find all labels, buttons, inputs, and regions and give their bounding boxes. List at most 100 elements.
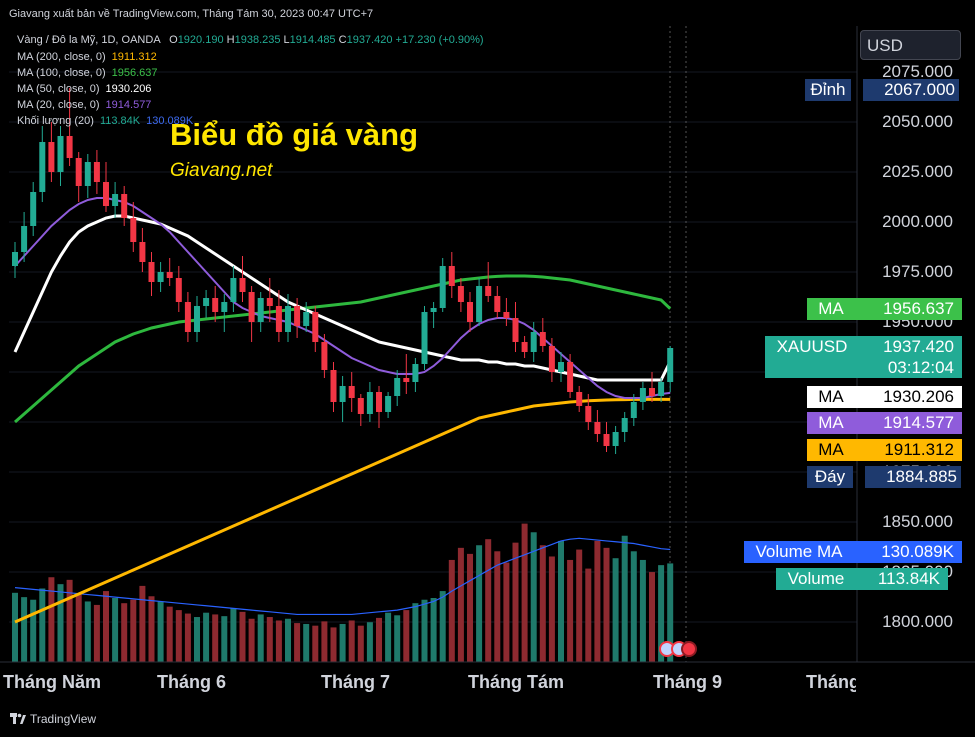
candles <box>12 88 674 454</box>
candle-body <box>212 298 219 312</box>
candle-body <box>421 312 428 364</box>
candle-body <box>166 272 173 278</box>
candle-body <box>194 306 200 332</box>
ohlc-h-label: H <box>226 34 235 46</box>
candle <box>548 338 555 382</box>
candle-body <box>576 392 583 406</box>
candle-body <box>366 392 373 414</box>
candle-body <box>548 346 555 372</box>
tradingview-footer[interactable]: TradingView <box>10 712 96 726</box>
ohlc-l-label: L <box>283 34 290 46</box>
candle-body <box>266 298 273 306</box>
candle <box>376 386 382 428</box>
volume-bar <box>248 618 255 662</box>
volume-ma-line <box>14 537 671 616</box>
us-flag-event-icon[interactable] <box>681 641 697 657</box>
ohlc-open: 1920.190 <box>177 34 224 46</box>
candle-body <box>530 332 537 352</box>
price-tick-label: 2000.000 <box>882 212 953 231</box>
legend-symbol-row[interactable]: Vàng / Đô la Mỹ, 1D, OANDA O1920.190 H19… <box>17 34 484 46</box>
candle-body <box>75 158 82 186</box>
volume-bar <box>385 612 392 662</box>
candle <box>494 286 501 318</box>
time-label-september: Tháng 9 <box>653 672 723 692</box>
candle-body <box>57 136 64 172</box>
candle <box>539 318 546 352</box>
volume-bar <box>649 572 655 662</box>
candle <box>148 252 155 296</box>
time-label-next: Tháng <box>806 672 856 692</box>
volume-bar <box>412 603 419 662</box>
volume-bar <box>630 551 637 662</box>
volume-bar <box>448 559 455 662</box>
volume-bar <box>294 623 301 662</box>
ma20-badge-label: MA <box>818 413 844 432</box>
candle <box>230 266 237 312</box>
legend-ma20[interactable]: MA (20, close, 0) 1914.577 <box>17 99 151 111</box>
volume-bar <box>30 599 37 662</box>
candle-body <box>203 298 210 306</box>
candle-body <box>430 308 437 312</box>
volume-bars <box>12 523 674 662</box>
volume-bar <box>576 549 583 662</box>
volume-bar <box>558 540 564 662</box>
legend-volume-label: Khối lượng (20) <box>17 115 94 127</box>
volume-bar <box>639 559 646 662</box>
candle <box>139 228 146 272</box>
candle-body <box>412 364 419 382</box>
candle-body <box>494 296 501 312</box>
volume-bar <box>376 617 382 662</box>
candle <box>530 322 537 362</box>
candle <box>412 358 419 392</box>
volume-bar <box>121 603 128 662</box>
candle <box>467 292 473 332</box>
candle <box>576 386 583 412</box>
volume-bar <box>175 610 182 662</box>
volume-badge: Volume 113.84K <box>776 568 948 590</box>
legend-ma100-label: MA (100, close, 0) <box>17 67 106 79</box>
candle-body <box>567 362 574 392</box>
ohlc-low: 1914.485 <box>289 34 336 46</box>
candle-body <box>630 402 637 418</box>
candle-body <box>30 192 37 226</box>
candle <box>503 298 510 326</box>
volume-bar <box>476 545 483 662</box>
legend-ma200[interactable]: MA (200, close, 0) 1911.312 <box>17 51 157 63</box>
grid-lines <box>9 71 857 623</box>
volume-bar <box>194 617 200 662</box>
candle <box>39 126 46 202</box>
volume-bar <box>112 598 119 662</box>
candle-body <box>12 252 18 266</box>
time-scale-area[interactable] <box>0 662 975 702</box>
symbol-badge-label: XAUUSD <box>776 337 848 356</box>
high-badge-label: Đỉnh <box>805 79 851 101</box>
candle <box>294 298 301 338</box>
candle-body <box>594 422 601 434</box>
currency-button[interactable]: USD <box>860 30 961 60</box>
candle-body <box>639 388 646 402</box>
volume-bar <box>157 601 164 662</box>
high-price-badge: Đỉnh 2067.000 <box>805 79 961 101</box>
volume-bar <box>184 613 191 662</box>
tradingview-logo-icon <box>10 713 26 724</box>
low-badge-value: 1884.885 <box>865 466 961 488</box>
legend-ma50[interactable]: MA (50, close, 0) 1930.206 <box>17 83 151 95</box>
volume-bar <box>21 597 28 662</box>
candle <box>594 410 601 442</box>
candle <box>485 262 492 302</box>
volume-bar <box>348 620 355 662</box>
legend-volume[interactable]: Khối lượng (20) 113.84K 130.089K <box>17 115 193 127</box>
candle-body <box>357 398 364 414</box>
candle <box>403 354 410 394</box>
volume-bar <box>12 592 18 662</box>
candle <box>303 302 310 332</box>
volume-bar <box>567 559 574 662</box>
event-markers[interactable] <box>659 641 697 657</box>
volume-bar <box>594 540 601 662</box>
candle-body <box>403 378 410 382</box>
volume-bar <box>221 616 228 662</box>
candle <box>212 286 219 322</box>
legend-ma100[interactable]: MA (100, close, 0) 1956.637 <box>17 67 158 79</box>
ma50-badge-label: MA <box>818 387 844 406</box>
ma100-badge: MA 1956.637 <box>807 298 962 320</box>
